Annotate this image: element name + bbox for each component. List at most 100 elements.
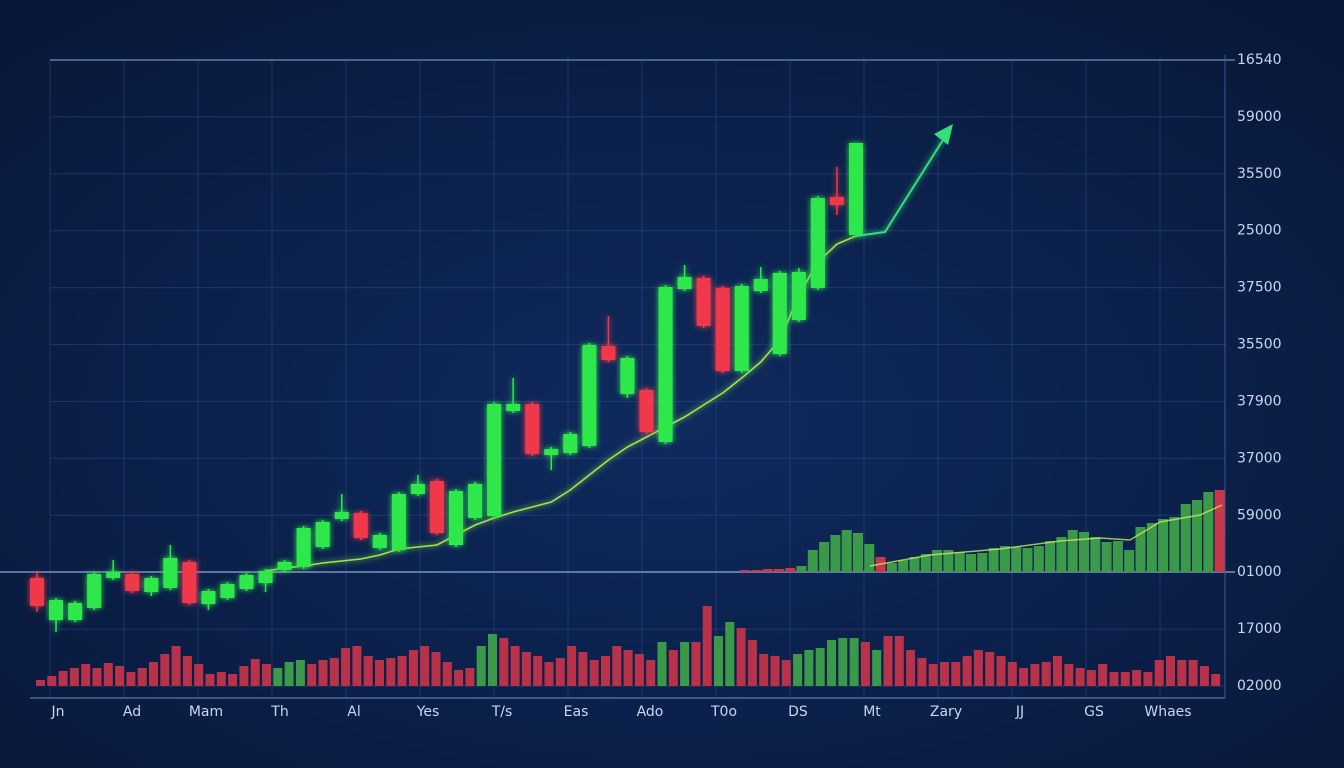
volume-bar: [555, 658, 565, 686]
upper-volume-bar: [807, 550, 818, 572]
candle: [410, 475, 425, 496]
candle: [791, 268, 806, 322]
volume-bar: [510, 646, 520, 686]
upper-volume-bar: [1146, 523, 1157, 572]
volume-bar: [420, 646, 430, 686]
upper-volume-bar: [1180, 504, 1191, 572]
volume-bar: [36, 680, 45, 686]
candle-body: [49, 600, 64, 620]
upper-volume-bar: [1158, 519, 1169, 572]
candle-body: [220, 584, 235, 598]
volume-bar: [58, 671, 68, 686]
volume-line: [869, 504, 1223, 567]
candle-body: [239, 575, 254, 589]
candle: [87, 572, 102, 610]
volume-bar: [363, 656, 373, 686]
volume-bar: [1007, 662, 1017, 686]
candle-body: [315, 522, 330, 547]
volume-bar: [408, 650, 418, 686]
volume-bar: [1064, 664, 1074, 686]
volume-bar: [205, 674, 215, 686]
volume-bar: [375, 660, 384, 686]
candle-body: [429, 481, 444, 533]
upper-volume-bar: [943, 550, 954, 572]
volume-bar: [1177, 660, 1187, 686]
candle-body: [677, 277, 692, 289]
candle-body: [620, 358, 635, 394]
y-tick-label: 37900: [1237, 393, 1282, 409]
candle-body: [372, 535, 387, 548]
volume-bar: [804, 650, 814, 686]
candle-body: [772, 273, 787, 354]
upper-volume-bar: [1192, 500, 1202, 572]
x-tick-label: JJ: [1015, 704, 1024, 720]
volume-bar: [1030, 664, 1040, 686]
x-tick-label: Whaes: [1144, 704, 1191, 720]
upper-volume-bar: [898, 560, 909, 572]
volume-bar: [273, 668, 283, 686]
upper-volume-bar: [864, 544, 875, 572]
volume-bar: [623, 650, 633, 686]
volume-bar: [329, 658, 339, 686]
volume-bar: [781, 660, 791, 686]
volume-bar: [714, 636, 723, 686]
volume-bar: [702, 606, 712, 686]
volume-bar: [126, 672, 136, 686]
y-tick-label: 59000: [1237, 109, 1282, 125]
candle: [468, 482, 483, 520]
upper-volume-bar: [740, 570, 750, 572]
candle: [144, 576, 159, 596]
volume-bar: [759, 654, 769, 686]
upper-volume-bar: [1079, 532, 1089, 572]
candle-body: [277, 562, 292, 570]
upper-volume-bar: [1045, 541, 1056, 572]
candle: [525, 402, 540, 456]
candle: [639, 388, 654, 434]
volume-bar: [668, 650, 678, 686]
trend-arrow: [855, 131, 949, 237]
candle: [201, 589, 216, 610]
candle: [734, 284, 749, 373]
candle-body: [849, 143, 863, 235]
x-tick-label: DS: [788, 704, 808, 720]
candle: [391, 492, 406, 552]
volume-bar: [962, 656, 972, 686]
candle: [487, 402, 502, 518]
x-tick-label: T/s: [491, 704, 513, 720]
candle-body: [125, 574, 140, 591]
candle: [49, 598, 64, 632]
upper-volume-bar: [819, 542, 830, 572]
volume-bar: [736, 628, 746, 686]
volume-bar: [860, 642, 870, 686]
y-tick-label: 16540: [1237, 52, 1282, 68]
upper-volume-bar: [830, 535, 841, 572]
volume-bar: [770, 656, 780, 686]
candle: [620, 356, 635, 398]
candle: [182, 560, 197, 605]
upper-volume-bar: [909, 557, 920, 572]
upper-volume-bar: [1090, 537, 1101, 572]
volume-bar: [262, 664, 271, 686]
candle-body: [658, 287, 673, 442]
volume-bar: [1053, 656, 1062, 686]
volume-bar: [657, 642, 667, 686]
candle: [429, 479, 444, 535]
volume-bar: [137, 668, 147, 686]
x-tick-label: Al: [347, 704, 360, 720]
upper-volume-bar: [1203, 492, 1214, 572]
upper-volume-bar: [932, 550, 943, 572]
candle-body: [296, 528, 311, 567]
volume-bar: [725, 622, 735, 686]
candle: [68, 601, 83, 622]
upper-volume-bar: [1135, 527, 1146, 572]
candle-body: [601, 346, 616, 360]
volume-bar: [318, 660, 328, 686]
volume-bar: [793, 654, 803, 686]
candle-body: [468, 484, 483, 518]
candle: [220, 582, 235, 600]
volume-bar: [612, 646, 622, 686]
candle: [506, 378, 521, 413]
candle-body: [506, 404, 521, 411]
volume-bar: [533, 656, 543, 686]
